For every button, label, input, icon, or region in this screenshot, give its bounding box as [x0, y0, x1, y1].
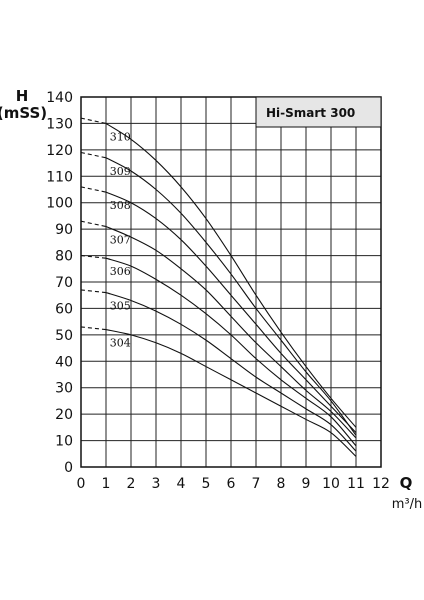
y-axis-title: H [16, 87, 29, 105]
series-label-310: 310 [110, 130, 131, 143]
header-box [255, 96, 382, 128]
curve-304 [105, 329, 357, 457]
x-tick-label: 9 [302, 476, 311, 492]
series-label-308: 308 [110, 199, 131, 212]
x-tick-label: 11 [347, 476, 365, 492]
y-tick-label: 70 [55, 275, 73, 291]
x-tick-label: 1 [102, 476, 111, 492]
y-tick-label: 100 [46, 196, 73, 212]
curve-304-dashed [80, 326, 107, 331]
series-labels: 310 309 308 307 306 305 304 [110, 130, 131, 349]
x-axis-unit: m³/h [392, 497, 423, 512]
y-tick-label: 60 [55, 301, 73, 317]
curve-307 [105, 225, 357, 439]
y-tick-label: 110 [46, 169, 73, 185]
curve-305-dashed [80, 289, 107, 294]
series-label-304: 304 [110, 337, 131, 350]
y-tick-label: 90 [55, 222, 73, 238]
tick-labels: 0 1 2 3 4 5 6 7 8 9 10 11 12010203040506070809010011… [46, 90, 390, 492]
curve-306-dashed [80, 255, 107, 259]
x-tick-label: 5 [202, 476, 211, 492]
curve-306 [105, 257, 357, 447]
curve-308-dashed [80, 186, 107, 193]
y-tick-label: 0 [64, 460, 73, 476]
series-label-309: 309 [110, 165, 131, 178]
y-tick-label: 80 [55, 249, 73, 265]
x-axis-title: Q [400, 474, 413, 492]
curve-310-dashed [80, 117, 107, 124]
y-tick-label: 140 [46, 90, 73, 106]
x-tick-label: 8 [277, 476, 286, 492]
x-tick-label: 10 [322, 476, 340, 492]
x-tick-label: 12 [372, 476, 390, 492]
curve-307-dashed [80, 220, 107, 228]
x-tick-label: 4 [177, 476, 186, 492]
y-axis-unit: (mSS) [0, 104, 47, 122]
curve-305 [105, 292, 357, 452]
curve-309 [105, 157, 357, 436]
curve-308 [105, 191, 357, 434]
series-label-305: 305 [110, 300, 131, 313]
header-label: Hi-Smart 300 [266, 106, 355, 120]
series-label-306: 306 [110, 265, 131, 278]
x-tick-label: 0 [77, 476, 86, 492]
plot-frame [80, 96, 382, 468]
y-tick-label: 20 [55, 407, 73, 423]
y-tick-label: 40 [55, 354, 73, 370]
x-tick-label: 6 [227, 476, 236, 492]
curves [80, 117, 357, 457]
y-tick-label: 30 [55, 381, 73, 397]
x-tick-label: 2 [127, 476, 136, 492]
y-tick-label: 130 [46, 116, 73, 132]
y-tick-label: 50 [55, 328, 73, 344]
x-tick-label: 3 [152, 476, 161, 492]
series-label-307: 307 [110, 234, 131, 247]
x-tick-label: 7 [252, 476, 261, 492]
y-tick-label: 10 [55, 434, 73, 450]
curve-310 [105, 122, 357, 428]
y-tick-label: 120 [46, 143, 73, 159]
curve-309-dashed [80, 151, 107, 159]
